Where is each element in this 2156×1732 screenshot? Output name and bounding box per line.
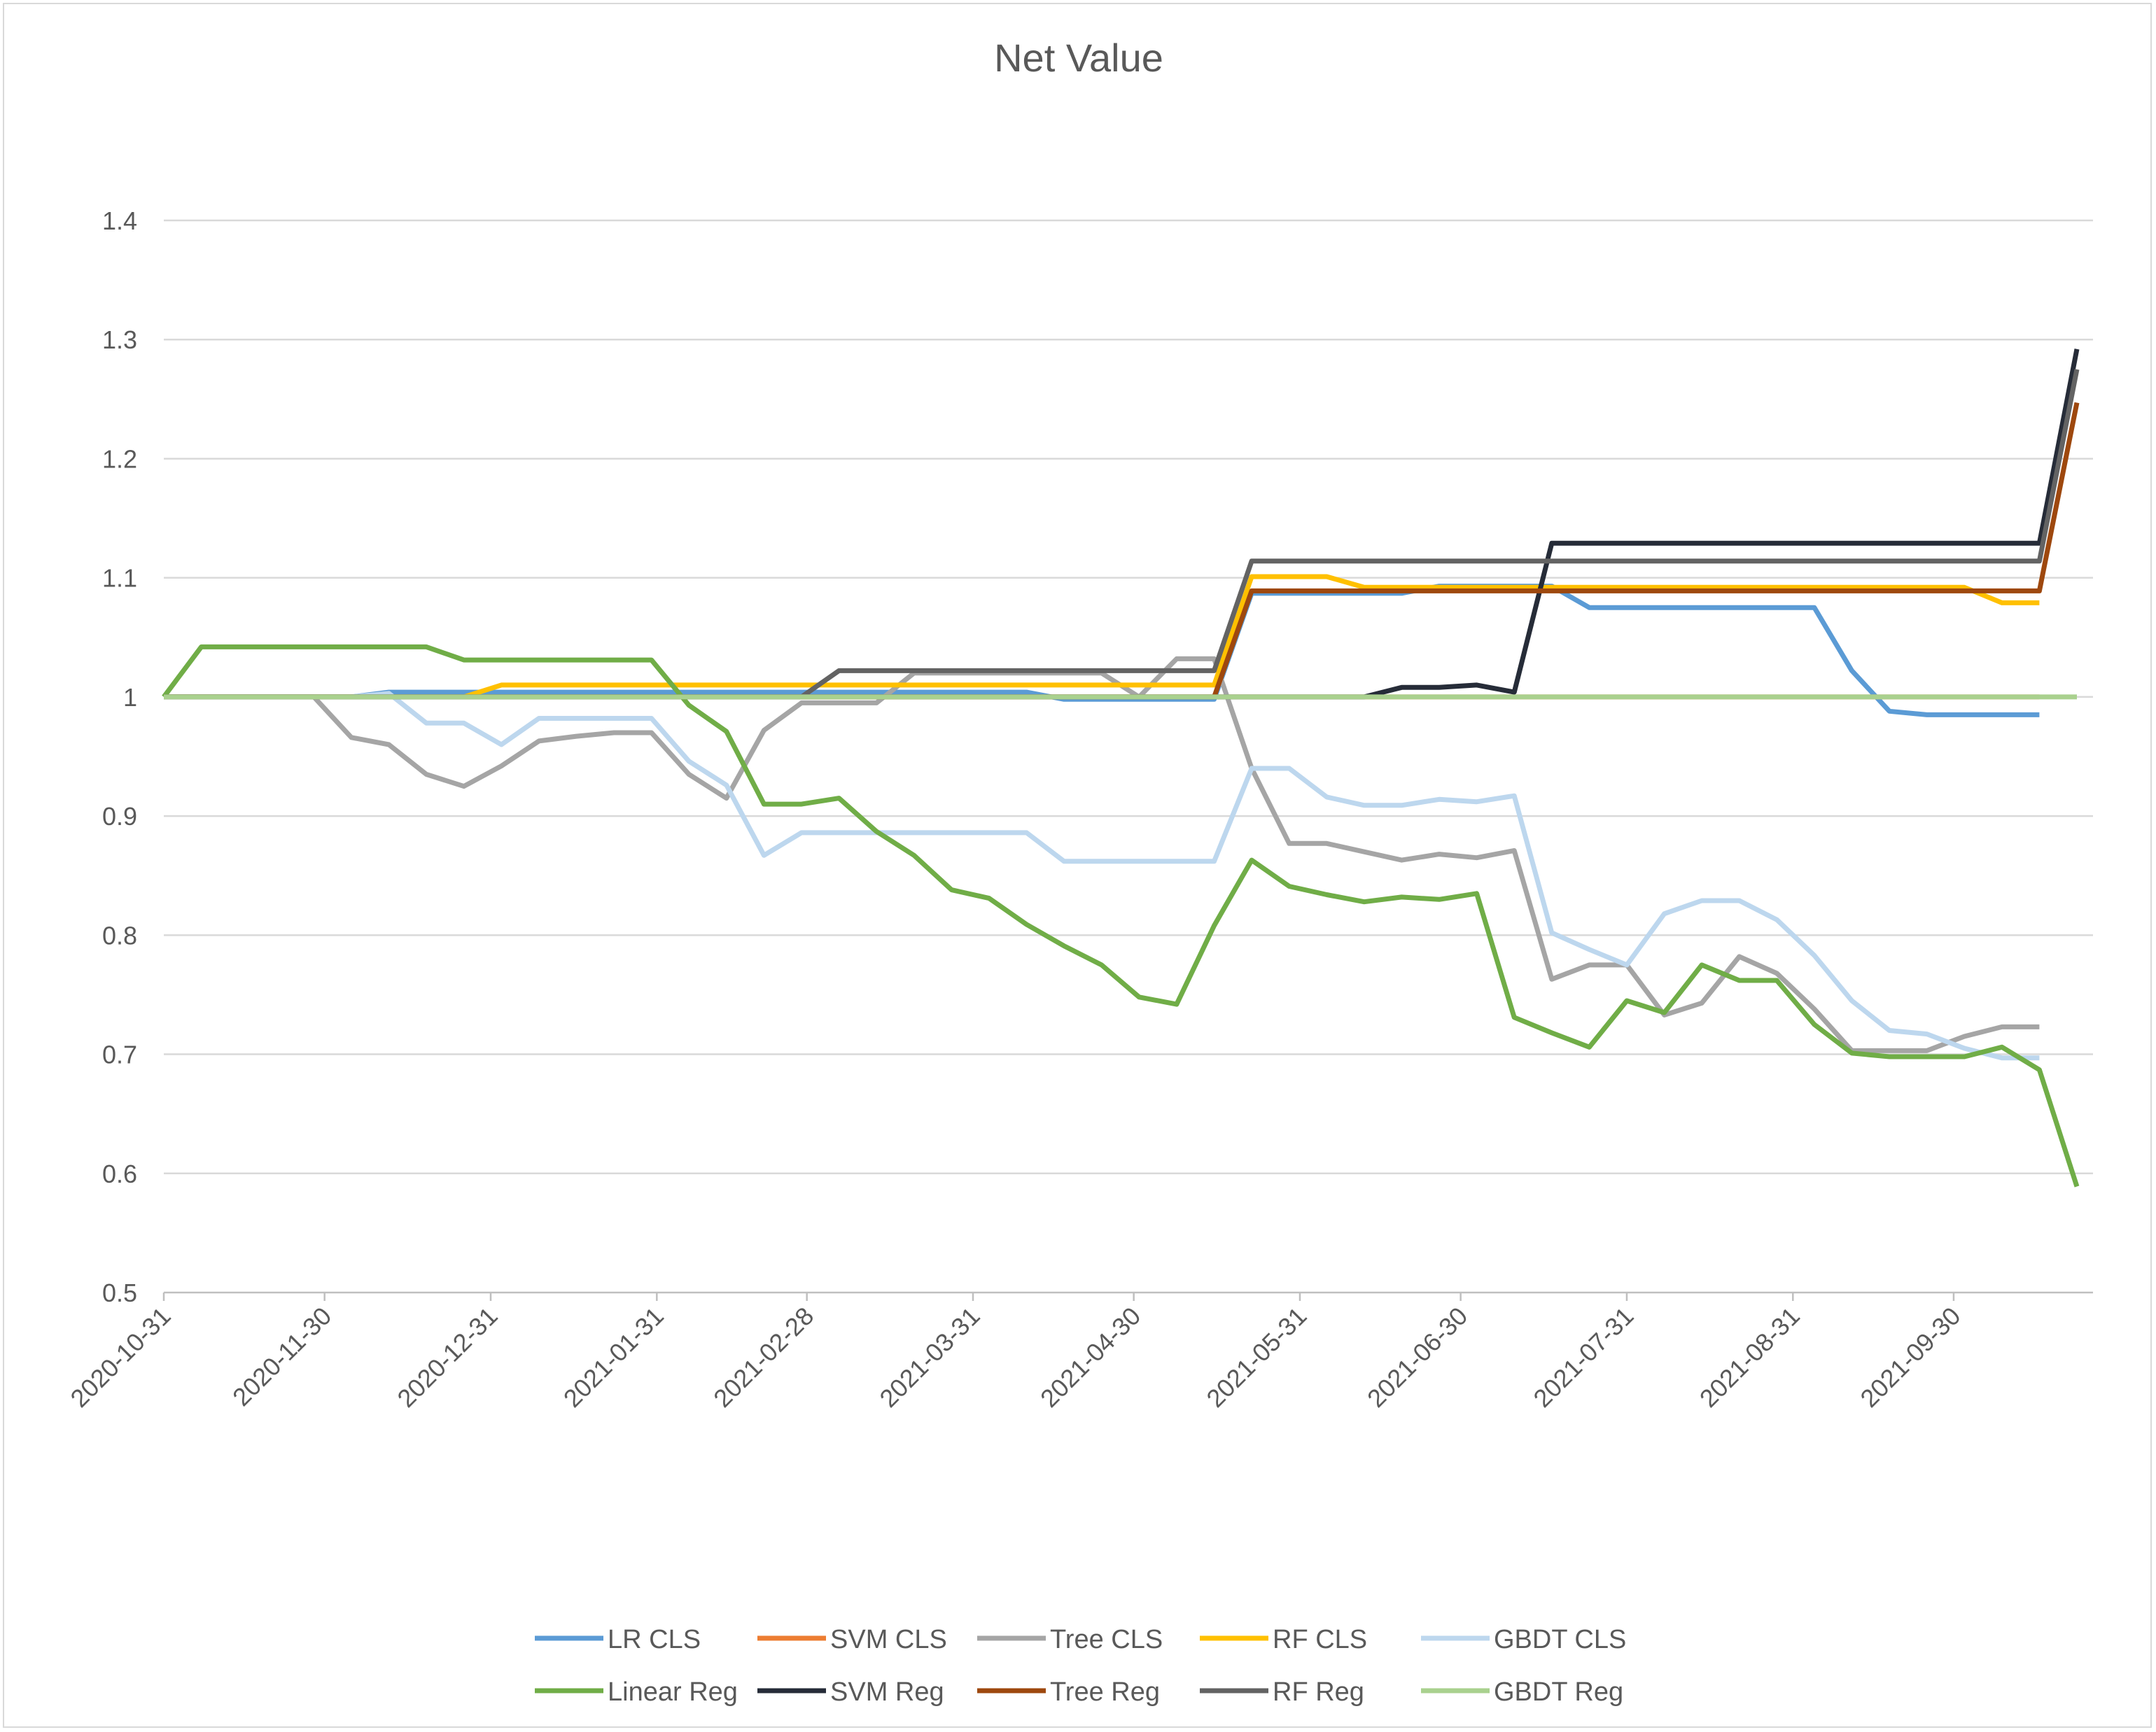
legend-item: Linear Reg: [535, 1677, 738, 1707]
y-tick-label: 1.1: [102, 564, 137, 593]
legend-label: GBDT CLS: [1494, 1625, 1626, 1654]
axis-layer: 0.5 0.6 0.7 0.8 0.9 1 1.1 1.2 1.3 1.4 2020-10-31 20…: [64, 206, 2093, 1413]
y-tick-label: 1.3: [102, 325, 137, 354]
series-line-linear-reg: [162, 644, 2080, 1188]
series-line-rf-reg: [164, 369, 2080, 700]
legend-label: RF Reg: [1273, 1677, 1364, 1707]
x-tick-label: 2021-06-30: [1362, 1302, 1473, 1413]
legend: LR CLS SVM CLS Tree CLS RF CLS GBDT CLS Linea…: [535, 1625, 1626, 1707]
x-tick-label: 2021-09-30: [1854, 1302, 1966, 1413]
x-tick-label: 2021-01-31: [558, 1302, 669, 1413]
legend-item: RF Reg: [1200, 1677, 1364, 1707]
y-tick-label: 0.6: [102, 1160, 137, 1188]
series-line-gbdt-cls: [164, 691, 2040, 1061]
legend-label: Tree Reg: [1050, 1677, 1160, 1707]
y-tick-label: 1.4: [102, 206, 137, 235]
legend-label: SVM Reg: [830, 1677, 944, 1707]
x-tick-label: 2020-10-31: [64, 1302, 176, 1413]
series-line-tree-cls: [164, 656, 2040, 1053]
x-tick-label: 2021-03-31: [874, 1302, 985, 1413]
legend-item: GBDT Reg: [1421, 1677, 1623, 1707]
legend-item: SVM CLS: [757, 1625, 947, 1654]
legend-item: GBDT CLS: [1421, 1625, 1626, 1654]
legend-label: SVM CLS: [830, 1625, 947, 1654]
x-tick-label: 2021-07-31: [1527, 1302, 1639, 1413]
x-tick-label: 2020-12-31: [391, 1302, 503, 1413]
x-tick-label: 2020-11-30: [227, 1302, 337, 1411]
chart-frame: Net Value 0.5 0.6 0.7 0.8 0.9 1 1.1 1.2 1.3 1.4 20…: [3, 3, 2152, 1728]
y-tick-label: 0.9: [102, 802, 137, 831]
legend-label: Tree CLS: [1050, 1625, 1163, 1654]
series-line-rf-cls: [164, 574, 2040, 700]
line-chart: Net Value 0.5 0.6 0.7 0.8 0.9 1 1.1 1.2 1.3 1.4 20…: [64, 36, 2093, 1707]
legend-item: LR CLS: [535, 1625, 701, 1654]
legend-item: Tree CLS: [977, 1625, 1163, 1654]
x-tick-label: 2021-04-30: [1035, 1302, 1146, 1413]
legend-label: LR CLS: [608, 1625, 701, 1654]
legend-label: GBDT Reg: [1494, 1677, 1623, 1707]
x-tick-label: 2021-02-28: [708, 1302, 819, 1413]
legend-label: RF CLS: [1273, 1625, 1367, 1654]
legend-label: Linear Reg: [608, 1677, 738, 1707]
series-line-tree-reg: [164, 402, 2080, 700]
y-tick-label: 0.5: [102, 1279, 137, 1307]
chart-title: Net Value: [994, 36, 1163, 80]
y-tick-label: 0.8: [102, 921, 137, 950]
series-layer: [162, 348, 2080, 1188]
y-tick-label: 0.7: [102, 1041, 137, 1069]
y-tick-label: 1: [123, 683, 137, 712]
legend-item: RF CLS: [1200, 1625, 1367, 1654]
legend-item: SVM Reg: [757, 1677, 944, 1707]
series-line-svm-reg: [164, 348, 2080, 700]
legend-item: Tree Reg: [977, 1677, 1160, 1707]
x-tick-label: 2021-05-31: [1200, 1302, 1312, 1413]
y-tick-label: 1.2: [102, 444, 137, 473]
x-tick-label: 2021-08-31: [1694, 1302, 1805, 1413]
